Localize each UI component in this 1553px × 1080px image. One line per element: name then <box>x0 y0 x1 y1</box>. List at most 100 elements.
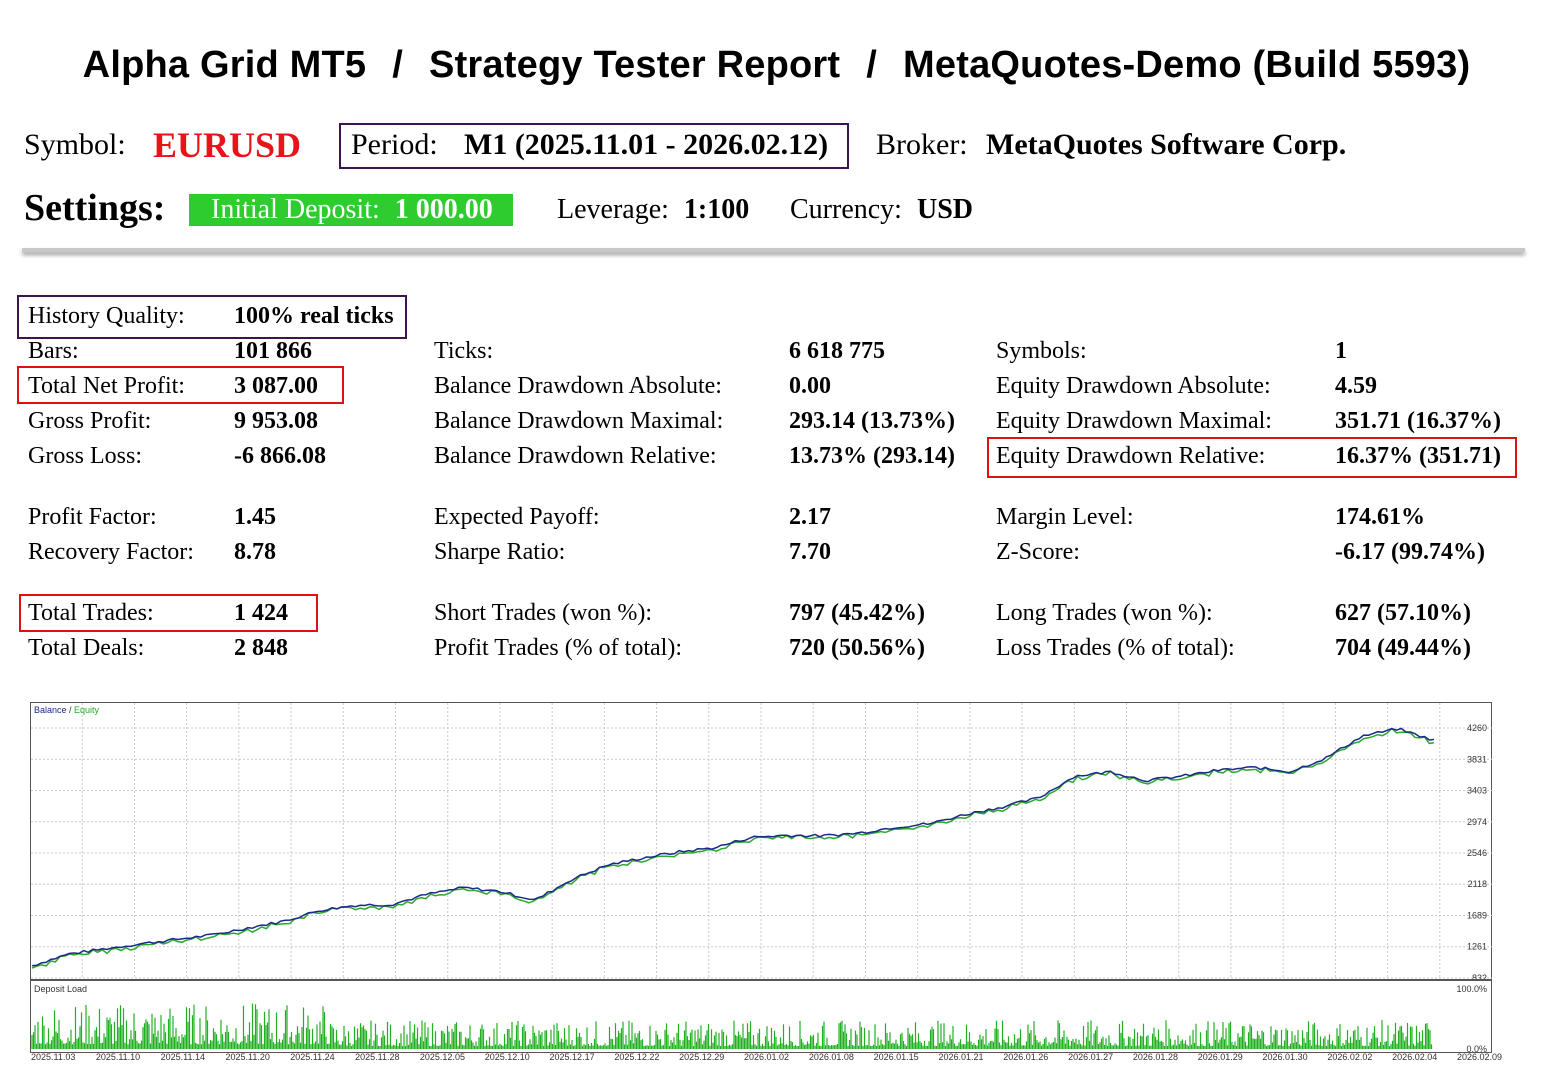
x-tick-label: 2025.11.20 <box>225 1052 270 1062</box>
x-tick-label: 2025.11.14 <box>160 1052 206 1062</box>
currency: Currency: USD <box>790 194 973 226</box>
net-profit-box <box>17 366 344 404</box>
x-tick-label: 2026.01.27 <box>1068 1052 1114 1062</box>
stat-value: 1 424 <box>234 600 288 626</box>
stat-label: Bars: <box>28 338 79 364</box>
stat-value: 101 866 <box>234 338 312 364</box>
stat-value: 2.17 <box>789 504 831 530</box>
stat-label: Total Trades: <box>28 600 154 626</box>
chart-legend: Balance / Equity <box>34 705 100 715</box>
report-title: Alpha Grid MT5 / Strategy Tester Report / Me… <box>0 44 1553 87</box>
stat-value: 1.45 <box>234 504 276 530</box>
balance-equity-chart: 4260 3831 3403 2974 2546 2118 1689 1261 832 Balan… <box>30 702 1492 1054</box>
x-tick-label: 2025.11.10 <box>95 1052 141 1062</box>
stat-value: -6 866.08 <box>234 443 326 469</box>
stat-value: 100% real ticks <box>234 303 394 329</box>
stat-label: Recovery Factor: <box>28 539 194 565</box>
load-tick-label: 0.0% <box>1466 1044 1487 1054</box>
stat-label: Long Trades (won %): <box>996 600 1213 626</box>
stat-label: Profit Trades (% of total): <box>434 635 682 661</box>
period-label: Period: <box>351 128 438 161</box>
stat-label: Expected Payoff: <box>434 504 600 530</box>
symbol-label: Symbol: <box>24 128 126 161</box>
period-highlight-box <box>339 123 849 169</box>
stat-label: Equity Drawdown Maximal: <box>996 408 1272 434</box>
x-tick-label: 2026.02.02 <box>1327 1052 1373 1062</box>
stat-label: Equity Drawdown Relative: <box>996 443 1266 469</box>
broker-value: MetaQuotes Software Corp. <box>986 128 1347 161</box>
stat-value: 704 (49.44%) <box>1335 635 1471 661</box>
stat-value: 4.59 <box>1335 373 1377 399</box>
deposit-load-bars <box>31 1003 1433 1049</box>
y-tick-label: 2118 <box>1468 879 1487 889</box>
stat-label: Gross Profit: <box>28 408 152 434</box>
stat-value: 0.00 <box>789 373 831 399</box>
y-tick-label: 4260 <box>1467 723 1487 733</box>
y-tick-label: 2974 <box>1467 817 1487 827</box>
stat-value: 627 (57.10%) <box>1335 600 1471 626</box>
stat-value: 1 <box>1335 338 1347 364</box>
x-tick-label: 2025.11.28 <box>355 1052 400 1062</box>
stat-label: Ticks: <box>434 338 494 364</box>
equity-line <box>31 727 1435 969</box>
x-tick-label: 2025.12.22 <box>614 1052 660 1062</box>
x-tick-label: 2026.01.29 <box>1197 1052 1243 1062</box>
stat-label: Total Net Profit: <box>28 373 185 399</box>
stat-label: Loss Trades (% of total): <box>996 635 1235 661</box>
ea-name: Alpha Grid MT5 <box>82 44 367 86</box>
symbol-value: EURUSD <box>153 125 302 165</box>
x-tick-label: 2025.11.24 <box>290 1052 335 1062</box>
stat-value: 174.61% <box>1335 504 1425 530</box>
stat-label: Z-Score: <box>996 539 1080 565</box>
stat-label: Short Trades (won %): <box>434 600 653 626</box>
balance-line <box>31 727 1435 967</box>
stat-value: 720 (50.56%) <box>789 635 925 661</box>
stat-label: Balance Drawdown Absolute: <box>434 373 722 399</box>
stat-value: 8.78 <box>234 539 276 565</box>
x-tick-label: 2025.12.05 <box>419 1052 465 1062</box>
leverage: Leverage: 1:100 <box>557 194 749 226</box>
settings-label: Settings: <box>24 187 166 229</box>
currency-value: USD <box>916 194 973 225</box>
stat-value: 3 087.00 <box>234 373 318 399</box>
x-tick-label: 2026.01.15 <box>873 1052 919 1062</box>
y-tick-label: 2546 <box>1467 848 1487 858</box>
stat-value: 351.71 (16.37%) <box>1335 408 1501 434</box>
x-tick-label: 2025.12.10 <box>484 1052 530 1062</box>
stat-label: Equity Drawdown Absolute: <box>996 373 1271 399</box>
load-tick-label: 100.0% <box>1456 984 1487 994</box>
report-name: Strategy Tester Report <box>429 44 841 86</box>
y-tick-label: 3403 <box>1467 786 1487 796</box>
stat-label: Symbols: <box>996 338 1087 364</box>
title-separator: / <box>866 44 878 86</box>
stat-value: 293.14 (13.73%) <box>789 408 955 434</box>
stat-label: Sharpe Ratio: <box>434 539 566 565</box>
initial-deposit-badge: Initial Deposit: 1 000.00 <box>189 194 513 226</box>
stat-value: -6.17 (99.74%) <box>1335 539 1485 565</box>
x-tick-label: 2026.01.08 <box>808 1052 854 1062</box>
stat-label: History Quality: <box>28 303 185 329</box>
stat-label: Gross Loss: <box>28 443 143 469</box>
leverage-value: 1:100 <box>683 194 750 225</box>
x-tick-label: 2025.11.03 <box>31 1052 76 1062</box>
currency-label: Currency: <box>790 194 902 225</box>
total-trades-box <box>19 594 318 632</box>
x-tick-label: 2026.01.28 <box>1132 1052 1178 1062</box>
deposit-label: Initial Deposit: <box>211 194 380 225</box>
period-value: M1 (2025.11.01 - 2026.02.12) <box>464 128 829 161</box>
x-tick-label: 2026.02.09 <box>1457 1052 1503 1062</box>
stat-value: 2 848 <box>234 635 288 661</box>
x-tick-label: 2025.12.29 <box>679 1052 725 1062</box>
y-tick-label: 1689 <box>1467 911 1487 921</box>
y-tick-label: 3831 <box>1467 754 1487 764</box>
stat-value: 9 953.08 <box>234 408 318 434</box>
x-tick-label: 2026.01.02 <box>744 1052 790 1062</box>
stat-label: Profit Factor: <box>28 504 157 530</box>
x-tick-label: 2026.01.30 <box>1262 1052 1308 1062</box>
stat-label: Balance Drawdown Maximal: <box>434 408 724 434</box>
equity-dd-relative-box <box>987 437 1517 478</box>
divider <box>22 248 1525 252</box>
stat-label: Total Deals: <box>28 635 145 661</box>
stat-value: 797 (45.42%) <box>789 600 925 626</box>
leverage-label: Leverage: <box>557 194 669 225</box>
